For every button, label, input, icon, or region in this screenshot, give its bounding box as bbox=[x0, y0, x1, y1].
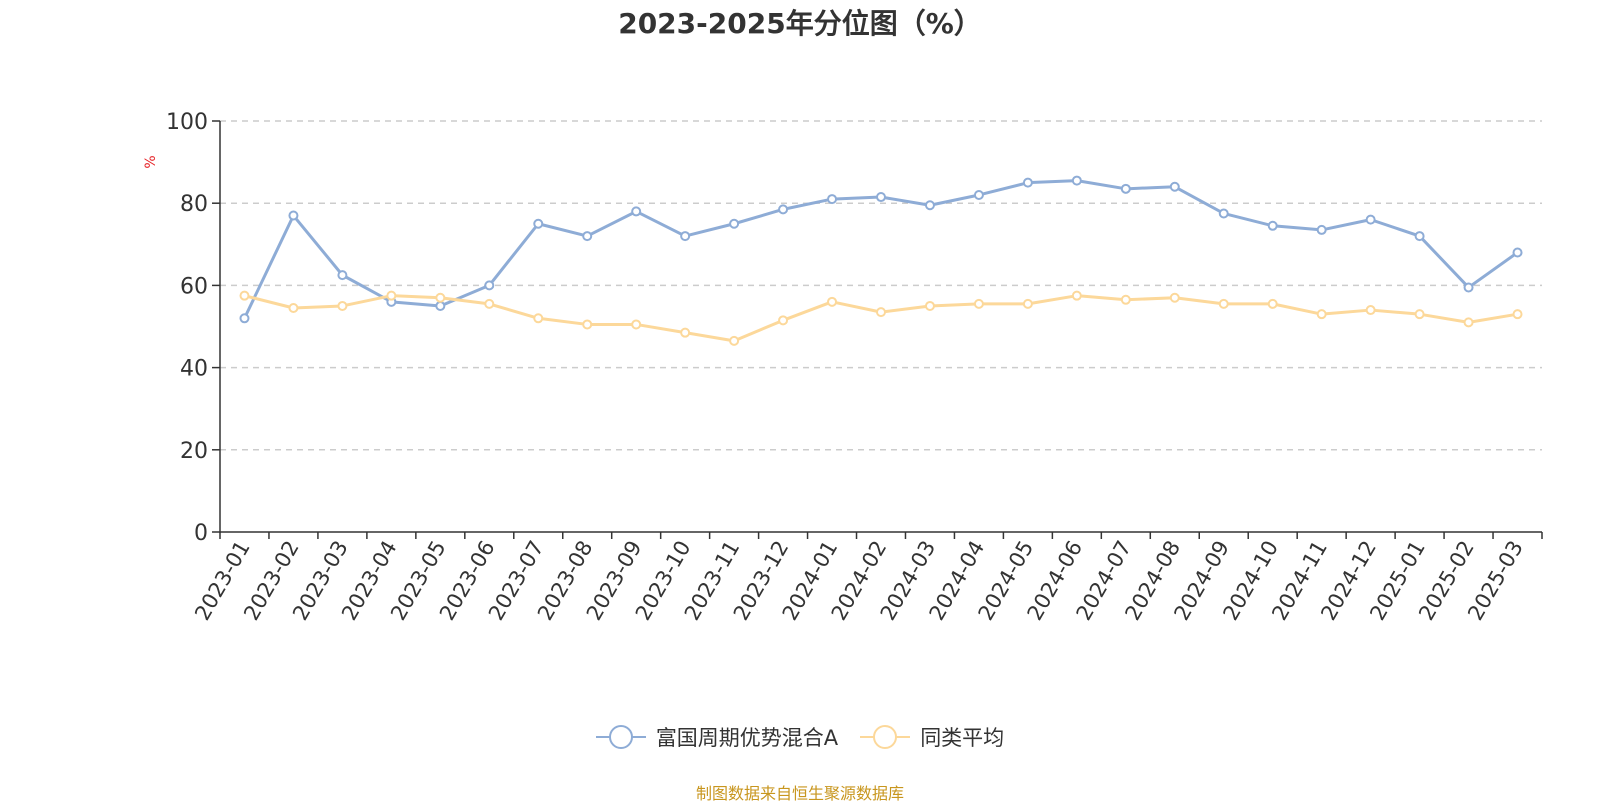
y-tick-label: 20 bbox=[180, 439, 208, 464]
data-point-1[interactable] bbox=[1365, 305, 1376, 316]
legend-marker-peer-average-icon bbox=[860, 725, 911, 749]
series-layer bbox=[239, 175, 1523, 346]
data-point-0[interactable] bbox=[435, 300, 446, 311]
data-point-1[interactable] bbox=[1267, 298, 1278, 309]
data-point-0[interactable] bbox=[239, 313, 250, 324]
data-point-1[interactable] bbox=[1218, 298, 1229, 309]
data-point-1[interactable] bbox=[1169, 292, 1180, 303]
data-point-1[interactable] bbox=[680, 327, 691, 338]
legend: 富国周期优势混合A 同类平均 bbox=[0, 722, 1600, 752]
data-point-1[interactable] bbox=[631, 319, 642, 330]
legend-item-peer-average[interactable]: 同类平均 bbox=[860, 722, 1004, 752]
data-point-1[interactable] bbox=[533, 313, 544, 324]
data-point-1[interactable] bbox=[827, 296, 838, 307]
data-point-0[interactable] bbox=[973, 189, 984, 200]
data-point-1[interactable] bbox=[435, 292, 446, 303]
grid-layer bbox=[220, 120, 1542, 451]
legend-label-fund: 富国周期优势混合A bbox=[655, 726, 839, 750]
data-point-0[interactable] bbox=[1071, 175, 1082, 186]
y-tick-label: 0 bbox=[194, 521, 208, 546]
data-point-1[interactable] bbox=[1463, 317, 1474, 328]
y-tick-label: 40 bbox=[180, 357, 208, 382]
data-point-1[interactable] bbox=[778, 315, 789, 326]
data-point-0[interactable] bbox=[484, 280, 495, 291]
data-point-0[interactable] bbox=[1120, 183, 1131, 194]
data-point-1[interactable] bbox=[924, 300, 935, 311]
legend-marker-fund-icon bbox=[595, 725, 646, 749]
data-point-0[interactable] bbox=[778, 204, 789, 215]
data-point-1[interactable] bbox=[1316, 309, 1327, 320]
data-point-1[interactable] bbox=[729, 335, 740, 346]
data-point-1[interactable] bbox=[337, 300, 348, 311]
source-note: 制图数据来自恒生聚源数据库 bbox=[695, 784, 904, 803]
data-point-0[interactable] bbox=[582, 231, 593, 242]
data-point-1[interactable] bbox=[1120, 294, 1131, 305]
data-point-0[interactable] bbox=[1022, 177, 1033, 188]
data-point-1[interactable] bbox=[876, 307, 886, 318]
data-point-0[interactable] bbox=[1365, 214, 1376, 225]
data-point-1[interactable] bbox=[1071, 290, 1082, 301]
legend-label-peer-average: 同类平均 bbox=[920, 726, 1005, 750]
y-tick-label: 80 bbox=[180, 192, 208, 217]
data-point-0[interactable] bbox=[1316, 224, 1327, 235]
data-point-0[interactable] bbox=[337, 270, 348, 281]
y-tick-label: 100 bbox=[166, 110, 208, 135]
data-point-1[interactable] bbox=[1022, 298, 1033, 309]
data-point-0[interactable] bbox=[288, 210, 299, 221]
data-point-1[interactable] bbox=[288, 303, 299, 314]
legend-item-fund[interactable]: 富国周期优势混合A bbox=[595, 722, 839, 752]
data-point-0[interactable] bbox=[631, 206, 642, 217]
data-point-0[interactable] bbox=[924, 200, 935, 211]
data-point-1[interactable] bbox=[973, 298, 984, 309]
chart-title: 2023-2025年分位图（%） bbox=[618, 7, 982, 40]
data-point-0[interactable] bbox=[876, 192, 886, 203]
data-point-1[interactable] bbox=[239, 290, 250, 301]
data-point-1[interactable] bbox=[582, 319, 593, 330]
data-point-0[interactable] bbox=[729, 218, 740, 229]
y-tick-label: 60 bbox=[180, 274, 208, 299]
data-point-1[interactable] bbox=[386, 290, 397, 301]
data-point-1[interactable] bbox=[484, 298, 495, 309]
data-point-1[interactable] bbox=[1512, 309, 1523, 320]
data-point-0[interactable] bbox=[1463, 282, 1474, 293]
data-point-0[interactable] bbox=[680, 231, 691, 242]
data-point-0[interactable] bbox=[533, 218, 544, 229]
data-point-1[interactable] bbox=[1414, 309, 1425, 320]
data-point-0[interactable] bbox=[1512, 247, 1523, 258]
y-axis-label: % bbox=[143, 155, 159, 168]
data-point-0[interactable] bbox=[1218, 208, 1229, 219]
data-point-0[interactable] bbox=[1414, 231, 1425, 242]
series-line-1 bbox=[244, 294, 1518, 343]
data-point-0[interactable] bbox=[827, 194, 838, 205]
data-point-0[interactable] bbox=[1267, 220, 1278, 231]
data-point-0[interactable] bbox=[1169, 181, 1180, 192]
